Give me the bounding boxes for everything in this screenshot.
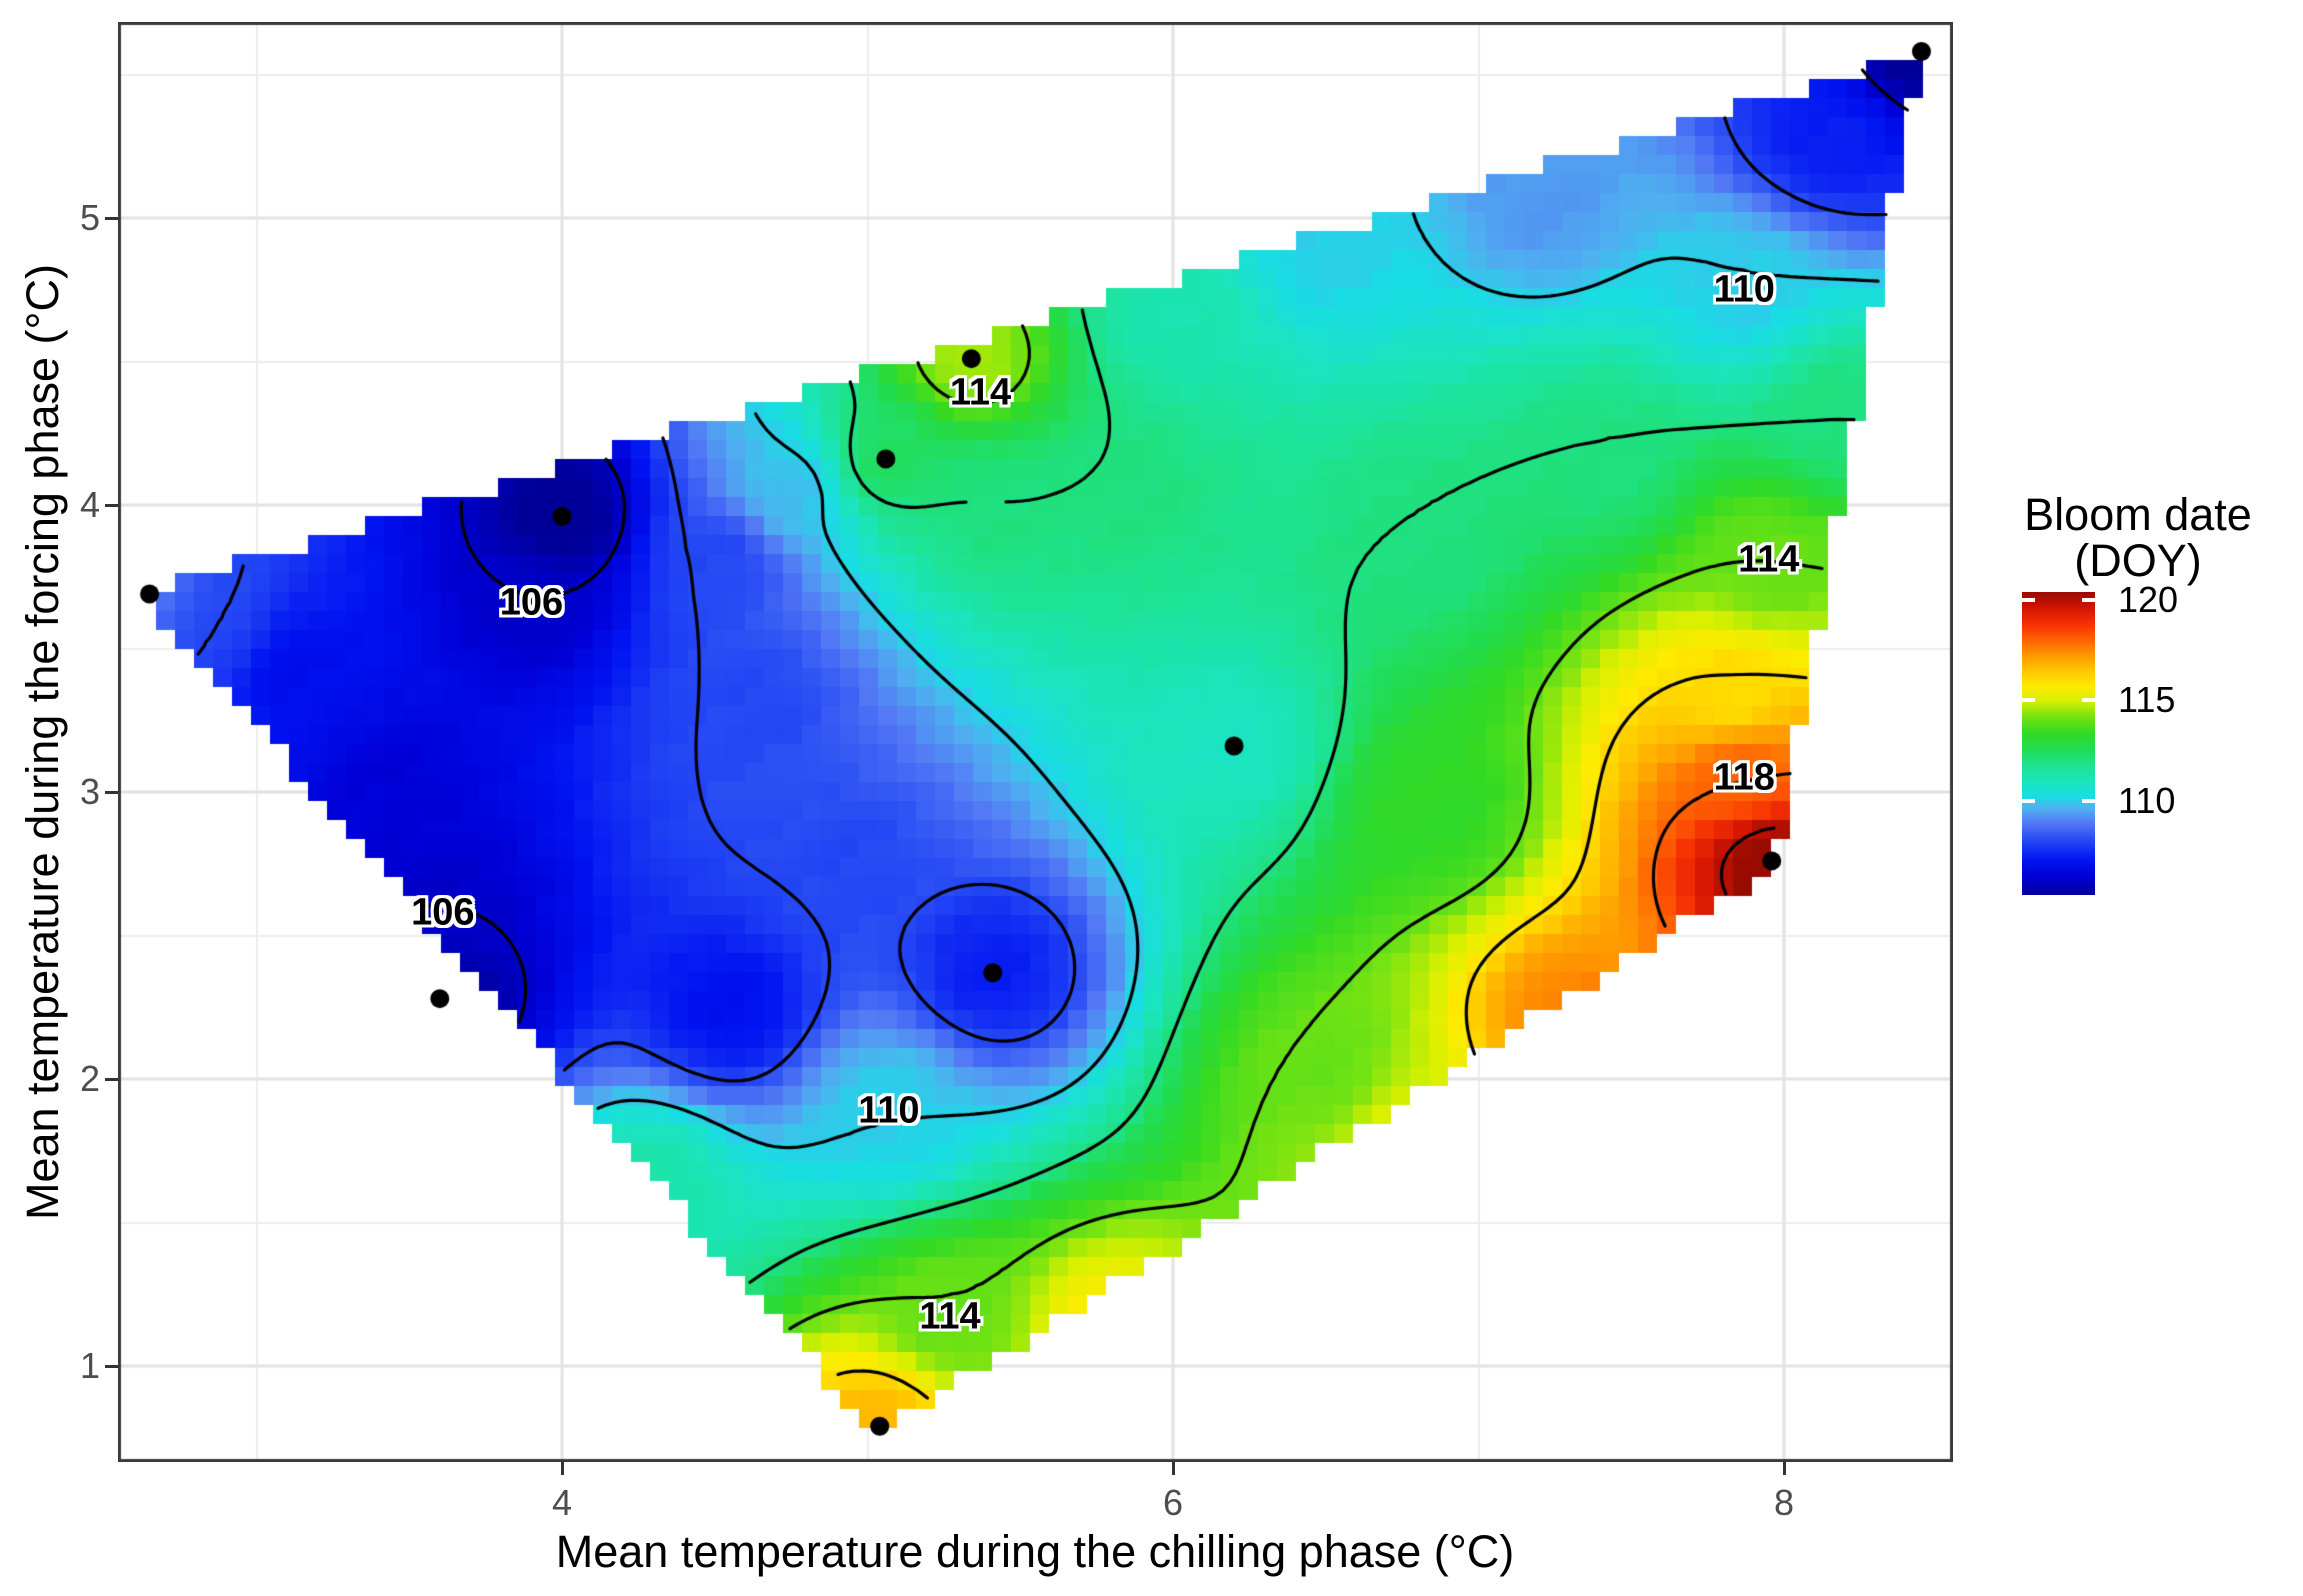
x-axis-tick-label: 8	[1773, 1482, 1795, 1523]
legend-colorbar-tick-notch	[2022, 798, 2035, 803]
y-axis-tick-label: 4	[79, 484, 100, 525]
legend-colorbar-tick-notch	[2082, 698, 2095, 703]
legend-colorbar-tick-notch	[2082, 598, 2095, 603]
legend-tick-label: 115	[2118, 679, 2176, 721]
y-axis-tick-label: 5	[79, 197, 100, 238]
legend-colorbar-tick-notch	[2082, 798, 2095, 803]
y-axis-tick-mark	[105, 1077, 118, 1081]
legend-title-line2: (DOY)	[2074, 535, 2202, 586]
x-axis-tick-label: 4	[551, 1482, 573, 1523]
x-axis-title: Mean temperature during the chilling pha…	[555, 1526, 1515, 1577]
contour-line-label: 114	[949, 371, 1012, 414]
y-axis-tick-mark	[105, 216, 118, 220]
contour-line-label: 106	[411, 891, 475, 934]
legend: Bloom date (DOY) 110 115 120	[1985, 470, 2303, 1030]
legend-tick-label: 110	[2118, 779, 2176, 821]
contour-line-label: 110	[1713, 268, 1775, 311]
plot-panel-canvas	[118, 22, 1953, 1462]
y-axis-tick-mark	[105, 503, 118, 507]
legend-tick-label: 120	[2118, 579, 2179, 621]
legend-colorbar	[2022, 592, 2095, 895]
contour-line-label: 114	[1738, 538, 1800, 581]
y-axis-tick-label: 2	[79, 1058, 100, 1099]
legend-title-line1: Bloom date	[2024, 489, 2252, 540]
legend-title: Bloom date (DOY)	[2008, 492, 2268, 584]
contour-line-label: 114	[919, 1295, 981, 1338]
y-axis-tick-label: 1	[79, 1345, 100, 1386]
x-axis-tick-label: 6	[1162, 1482, 1184, 1523]
contour-line-label: 118	[1713, 756, 1775, 799]
y-axis-tick-mark	[105, 790, 118, 794]
x-axis-tick-mark	[1782, 1462, 1786, 1475]
x-axis-tick-mark	[560, 1462, 564, 1475]
y-axis-tick-mark	[105, 1364, 118, 1368]
legend-colorbar-tick-notch	[2022, 598, 2035, 603]
contour-line-label: 106	[499, 581, 564, 624]
y-axis-tick-label: 3	[79, 771, 100, 812]
x-axis-tick-mark	[1171, 1462, 1175, 1475]
contour-line-label: 110	[858, 1089, 920, 1132]
legend-colorbar-tick-notch	[2022, 698, 2035, 703]
